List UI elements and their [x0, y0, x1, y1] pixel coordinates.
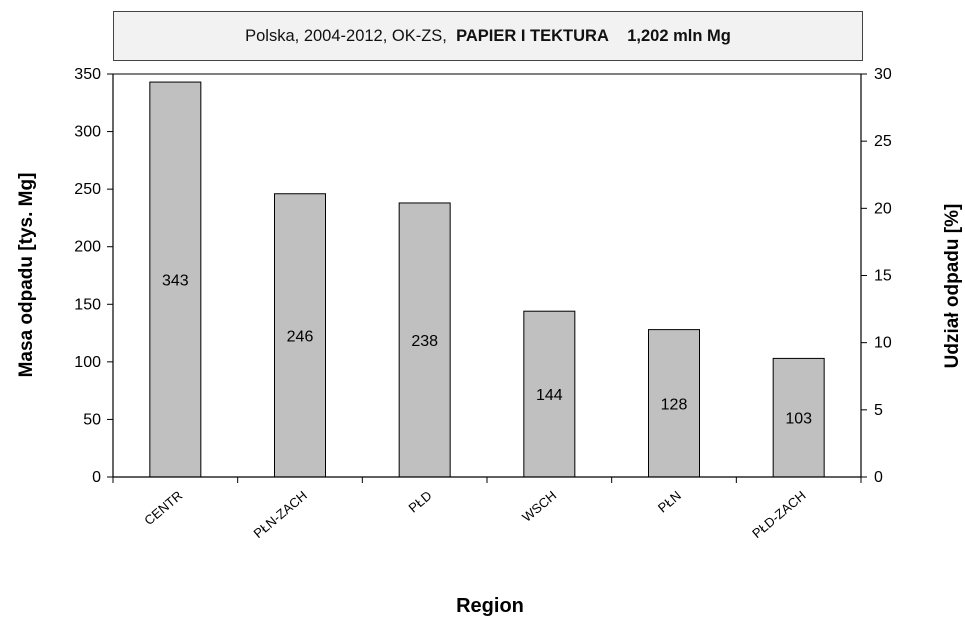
bar [149, 81, 202, 478]
bar [274, 193, 326, 478]
y-tick-label: 350 [74, 66, 101, 83]
y-tick-label: 300 [74, 124, 101, 141]
axes-group [112, 73, 862, 478]
y-axis-title: Masa odpadu [tys. Mg] [16, 173, 37, 378]
x-tick-label: PŁD [406, 488, 435, 516]
x-ticks-group: CENTR PŁN-ZACH PŁD WSCH PŁN PŁD-ZACH [112, 477, 862, 541]
y-tick-label: 250 [74, 181, 101, 198]
bar-value-label: 343 [162, 273, 189, 290]
y-tick-label: 100 [74, 354, 101, 371]
y2-tick-label: 10 [874, 335, 892, 352]
bar [772, 357, 825, 478]
x-tick-label: PŁN-ZACH [250, 488, 309, 541]
bar [523, 310, 576, 478]
y2-tick-label: 5 [874, 402, 883, 419]
bar-value-label: 238 [411, 333, 438, 350]
y2-ticks-group: 0 5 10 15 20 25 30 [861, 66, 892, 486]
y-tick-label: 0 [92, 469, 101, 486]
y-tick-label: 150 [74, 296, 101, 313]
y-ticks-group: 0 50 100 150 200 250 300 350 [74, 66, 113, 486]
title-material: PAPIER I TEKTURA [456, 26, 609, 45]
x-tick-label: PŁN [655, 488, 684, 516]
bar-value-label: 144 [536, 387, 563, 404]
y-tick-label: 200 [74, 239, 101, 256]
y2-tick-label: 0 [874, 469, 883, 486]
y2-axis-title: Udział odpadu [%] [942, 204, 963, 369]
x-axis-title: Region [456, 595, 524, 617]
title-total: 1,202 [627, 26, 669, 45]
bar-value-label: 103 [785, 411, 812, 428]
y2-tick-label: 20 [874, 200, 892, 217]
bar-labels-group: 343 246 238 144 128 103 [162, 273, 812, 428]
bars-group [149, 81, 825, 478]
x-tick-label: CENTR [141, 488, 185, 528]
y2-tick-label: 30 [874, 66, 892, 83]
x-tick-label: PŁD-ZACH [749, 488, 808, 541]
bar [398, 202, 451, 478]
title-prefix: Polska, 2004-2012, OK-ZS, [245, 26, 447, 45]
y2-tick-label: 25 [874, 133, 892, 150]
y2-tick-label: 15 [874, 268, 892, 285]
x-tick-label: WSCH [519, 488, 559, 525]
bar-value-label: 128 [661, 396, 688, 413]
chart-title-box: Polska, 2004-2012, OK-ZS, PAPIER I TEKTU… [113, 11, 863, 61]
title-unit: mln Mg [673, 26, 731, 45]
bar-value-label: 246 [287, 328, 314, 345]
y-tick-label: 50 [83, 411, 101, 428]
bar [648, 329, 700, 478]
